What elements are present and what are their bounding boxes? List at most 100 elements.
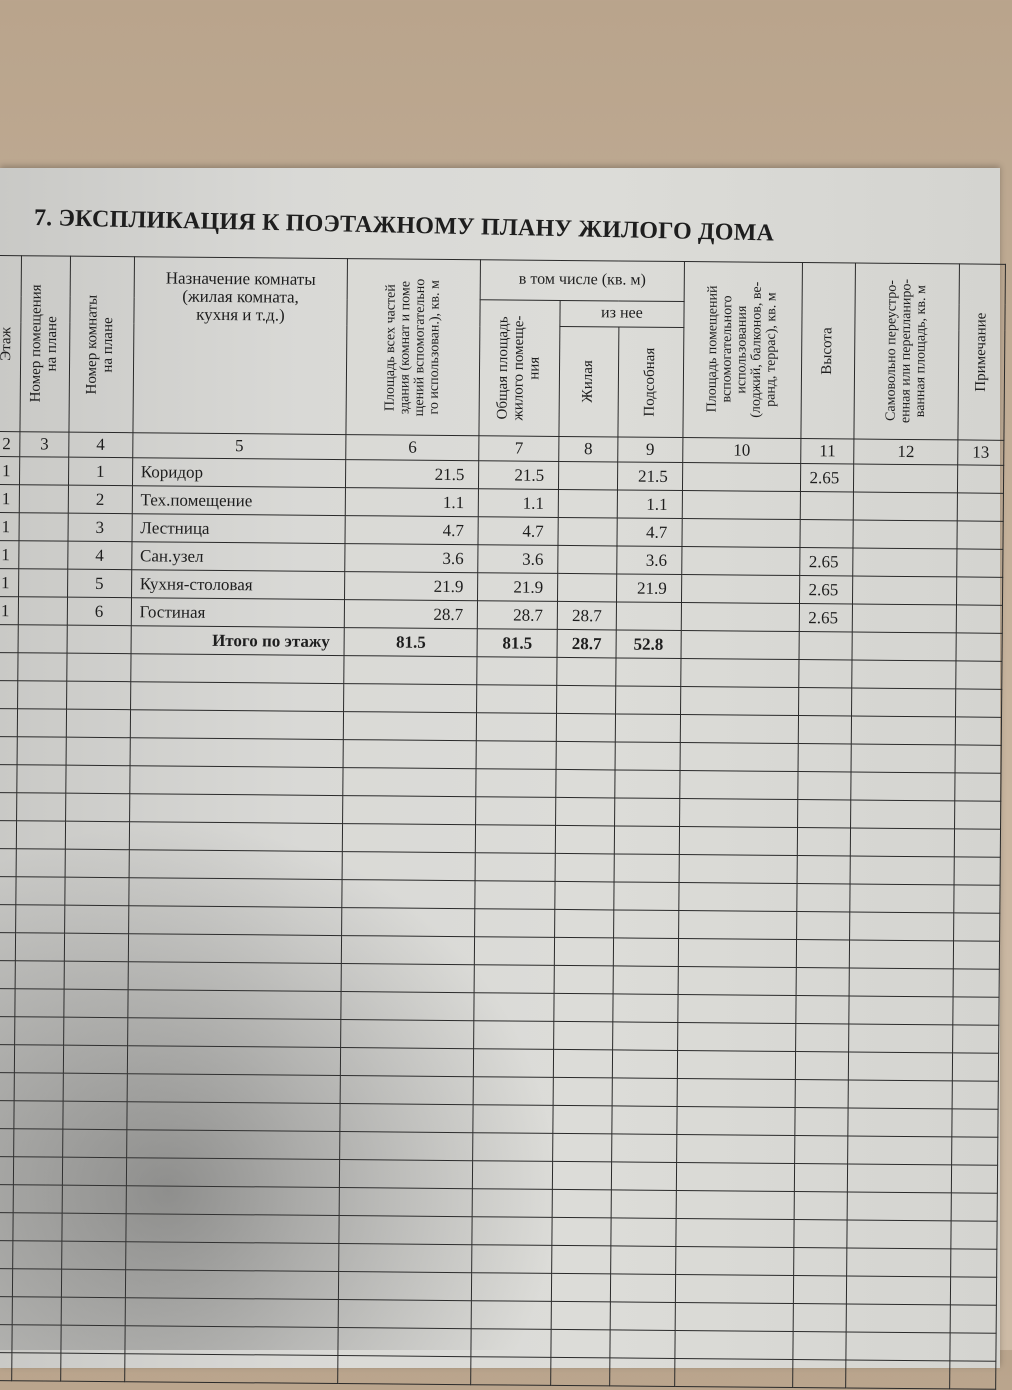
cell-height: 2.65 bbox=[799, 603, 853, 633]
total-living: 28.7 bbox=[557, 629, 617, 658]
cell-name: Кухня-столовая bbox=[131, 569, 345, 600]
cell-premise bbox=[19, 512, 68, 542]
cell-living bbox=[558, 517, 618, 546]
cell-aux-use bbox=[681, 518, 801, 548]
cell-unauth bbox=[853, 520, 958, 549]
header-aux-use: Площадь помещений вспомогательного испол… bbox=[682, 261, 803, 439]
cell-premise bbox=[19, 456, 69, 486]
column-number: 6 bbox=[345, 434, 480, 461]
document-page bbox=[0, 168, 1000, 1368]
cell-premise bbox=[18, 568, 68, 598]
cell-area-all: 21.5 bbox=[345, 459, 480, 489]
column-number: 4 bbox=[68, 432, 133, 458]
cell-name: Гостиная bbox=[130, 597, 345, 628]
cell-living bbox=[558, 489, 618, 518]
header-note: Примечание bbox=[957, 263, 1006, 441]
cell-height bbox=[800, 519, 854, 549]
cell-floor: 1 bbox=[0, 484, 20, 513]
column-number: 10 bbox=[682, 437, 802, 464]
cell-total: 4.7 bbox=[478, 516, 559, 546]
cell-note bbox=[957, 492, 1004, 522]
header-area-all: Площадь всех частей здания (комнат и пом… bbox=[346, 258, 481, 436]
header-total-living: Общая площадь жилого помеще- ния bbox=[479, 299, 561, 437]
cell-room: 6 bbox=[66, 597, 132, 626]
cell-total: 21.5 bbox=[478, 460, 559, 490]
cell-living: 28.7 bbox=[557, 601, 617, 630]
cell-premise bbox=[18, 596, 68, 626]
cell-height: 2.65 bbox=[800, 463, 854, 493]
cell-unauth bbox=[853, 464, 958, 493]
cell-area-all: 3.6 bbox=[344, 543, 479, 573]
cell-living bbox=[557, 545, 617, 574]
cell-area-all: 1.1 bbox=[345, 487, 479, 517]
cell-aux-use bbox=[682, 462, 801, 492]
cell-note bbox=[956, 520, 1004, 550]
cell-floor: 1 bbox=[0, 456, 21, 485]
column-number: 13 bbox=[957, 439, 1004, 466]
cell-aux-use bbox=[680, 602, 800, 632]
cell-total: 21.9 bbox=[477, 572, 558, 602]
cell-premise bbox=[19, 540, 68, 570]
cell-premise bbox=[19, 484, 69, 514]
cell-room: 5 bbox=[67, 569, 132, 598]
cell-area-all: 4.7 bbox=[345, 515, 479, 545]
cell-living bbox=[558, 461, 618, 490]
total-total: 81.5 bbox=[477, 628, 558, 658]
total-aux: 52.8 bbox=[615, 629, 681, 659]
cell-floor: 1 bbox=[0, 540, 20, 569]
cell-height bbox=[800, 491, 854, 521]
cell-aux: 21.5 bbox=[617, 461, 683, 491]
cell-total: 1.1 bbox=[478, 488, 559, 518]
header-unauthorized: Самовольно переустро- енная или переплан… bbox=[854, 263, 960, 440]
cell-floor: 1 bbox=[0, 512, 20, 541]
cell-name: Сан.узел bbox=[131, 541, 346, 572]
header-height: Высота bbox=[801, 262, 856, 440]
cell-note bbox=[956, 548, 1003, 578]
column-number: 8 bbox=[558, 436, 618, 462]
header-purpose: Назначение комнаты (жилая комната, кухня… bbox=[132, 256, 348, 435]
cell-aux-use bbox=[681, 490, 801, 520]
cell-unauth bbox=[852, 548, 957, 577]
cell-note bbox=[956, 604, 1003, 634]
cell-living bbox=[557, 573, 617, 602]
cell-area-all: 21.9 bbox=[344, 571, 479, 601]
cell-aux: 4.7 bbox=[616, 517, 682, 547]
cell-total: 3.6 bbox=[478, 544, 559, 574]
cell-room: 1 bbox=[68, 457, 133, 486]
cell-floor: 1 bbox=[0, 568, 20, 597]
column-number: 9 bbox=[617, 436, 683, 463]
cell-aux-use bbox=[681, 574, 800, 604]
header-auxiliary: Подсобная bbox=[617, 326, 684, 438]
total-area-all: 81.5 bbox=[344, 627, 478, 657]
cell-note bbox=[956, 576, 1003, 606]
column-number: 5 bbox=[132, 432, 347, 460]
cell-note bbox=[957, 464, 1004, 494]
cell-unauth bbox=[852, 576, 957, 605]
cell-aux bbox=[616, 601, 682, 631]
column-number: 2 bbox=[0, 431, 21, 457]
cell-name: Коридор bbox=[132, 457, 346, 488]
cell-area-all: 28.7 bbox=[344, 599, 478, 629]
total-label: Итого по этажу bbox=[130, 625, 345, 656]
cell-aux: 21.9 bbox=[616, 573, 682, 603]
cell-unauth bbox=[852, 604, 957, 633]
header-floor: Этаж bbox=[0, 255, 22, 432]
cell-aux: 3.6 bbox=[616, 545, 682, 575]
header-room-no: Номер комнаты на плане bbox=[68, 256, 135, 433]
cell-total: 28.7 bbox=[477, 600, 558, 630]
explication-table: Этаж Номер помещения на плане Номер комн… bbox=[0, 255, 1006, 1390]
cell-room: 2 bbox=[67, 485, 133, 514]
header-living: Жилая bbox=[559, 326, 619, 437]
cell-height: 2.65 bbox=[799, 547, 854, 577]
cell-aux: 1.1 bbox=[617, 489, 683, 519]
column-number: 11 bbox=[800, 438, 855, 465]
column-number: 3 bbox=[20, 431, 69, 458]
header-premise-no: Номер помещения на плане bbox=[20, 255, 71, 433]
cell-room: 3 bbox=[67, 513, 132, 542]
cell-name: Лестница bbox=[131, 513, 346, 544]
cell-name: Тех.помещение bbox=[131, 485, 346, 516]
cell-floor: 1 bbox=[0, 596, 19, 625]
header-including: в том числе (кв. м) bbox=[480, 259, 685, 302]
cell-unauth bbox=[853, 492, 958, 521]
cell-aux-use bbox=[681, 546, 801, 576]
